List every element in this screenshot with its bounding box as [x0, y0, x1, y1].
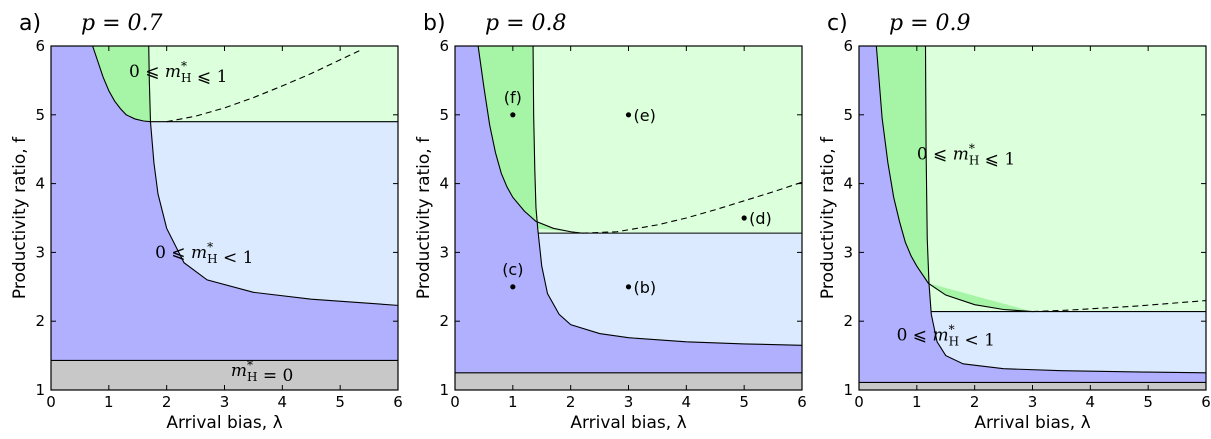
- data-point: [625, 284, 632, 290]
- x-tick-label: 1: [508, 393, 518, 411]
- y-tick-label: 5: [439, 106, 449, 124]
- panel-letter: b): [423, 11, 446, 36]
- region-light-blue: [538, 233, 802, 346]
- y-tick-label: 3: [35, 243, 45, 261]
- region-label: 0 ⩽ m* H ⩽ 1: [917, 142, 1015, 170]
- x-axis-label: Arrival bias, λ: [974, 413, 1090, 433]
- y-tick-label: 3: [843, 243, 853, 261]
- data-point: [741, 215, 747, 221]
- point-label: (e): [634, 106, 656, 125]
- point-label: (b): [634, 278, 657, 297]
- x-tick-label: 6: [393, 393, 403, 411]
- point-label: (f): [504, 88, 522, 107]
- region-light-green: [925, 46, 1206, 312]
- boundary-curve-1: [532, 46, 802, 346]
- boundary-dashed-line: [1032, 300, 1206, 313]
- y-tick-label: 2: [439, 312, 449, 330]
- boundary-curve-2: [875, 46, 1033, 313]
- x-tick-label: 2: [566, 393, 576, 411]
- region-light-green: [148, 46, 398, 122]
- x-tick-label: 0: [854, 393, 864, 411]
- region-green: [876, 46, 1033, 312]
- y-tick-label: 4: [439, 175, 449, 193]
- y-axis-label: Productivity ratio, f: [818, 136, 838, 299]
- boundary-curve-1: [924, 46, 1206, 374]
- x-tick-label: 6: [1201, 393, 1211, 411]
- region-gray: [455, 372, 802, 390]
- point-label: (d): [749, 209, 772, 228]
- panel-title: p = 0.7: [81, 11, 163, 36]
- y-tick-label: 5: [843, 106, 853, 124]
- x-tick-label: 3: [624, 393, 634, 411]
- region-green: [478, 46, 583, 234]
- x-tick-label: 1: [912, 393, 922, 411]
- panel-title: p = 0.9: [889, 11, 971, 36]
- y-axis-label: Productivity ratio, f: [414, 136, 434, 299]
- x-axis-label: Arrival bias, λ: [166, 413, 282, 433]
- region-label: 0 ⩽ m* H ⩽ 1: [129, 59, 227, 87]
- y-tick-label: 4: [35, 175, 45, 193]
- region-label: 0 ⩽ m* H < 1: [897, 322, 995, 350]
- region-light-blue: [150, 121, 398, 306]
- x-tick-label: 1: [104, 393, 114, 411]
- panel-letter: a): [19, 11, 41, 36]
- x-tick-label: 3: [1028, 393, 1038, 411]
- panel-letter: c): [827, 11, 848, 36]
- y-tick-label: 6: [843, 37, 853, 55]
- x-tick-label: 4: [278, 393, 288, 411]
- x-axis-label: Arrival bias, λ: [570, 413, 686, 433]
- y-tick-label: 2: [843, 312, 853, 330]
- y-tick-label: 5: [35, 106, 45, 124]
- x-tick-label: 0: [450, 393, 460, 411]
- data-point: [510, 112, 516, 118]
- point-label: (c): [502, 260, 523, 279]
- x-tick-label: 6: [797, 393, 807, 411]
- y-tick-label: 4: [843, 175, 853, 193]
- y-tick-label: 3: [439, 243, 449, 261]
- x-tick-label: 5: [335, 393, 345, 411]
- x-tick-label: 2: [970, 393, 980, 411]
- region-green: [92, 46, 151, 122]
- region-light-green: [533, 46, 802, 234]
- x-tick-label: 4: [682, 393, 692, 411]
- region-label: m* H = 0: [231, 358, 293, 386]
- x-tick-label: 5: [1143, 393, 1153, 411]
- data-point: [510, 284, 516, 290]
- data-point: [625, 112, 632, 118]
- y-tick-label: 1: [439, 381, 449, 399]
- region-label: 0 ⩽ m* H < 1: [155, 240, 253, 268]
- y-axis-label: Productivity ratio, f: [10, 136, 30, 299]
- boundary-curve-2: [477, 46, 583, 234]
- x-tick-label: 2: [162, 393, 172, 411]
- x-tick-label: 4: [1086, 393, 1096, 411]
- y-tick-label: 2: [35, 312, 45, 330]
- plot-area: [859, 46, 1206, 390]
- x-tick-label: 0: [46, 393, 56, 411]
- region-light-blue: [931, 311, 1206, 373]
- boundary-dashed-line: [166, 48, 363, 123]
- boundary-curve-1: [148, 46, 398, 306]
- boundary-dashed-line: [582, 181, 802, 234]
- y-tick-label: 1: [35, 381, 45, 399]
- boundary-curve-2: [92, 46, 151, 123]
- x-tick-label: 5: [739, 393, 749, 411]
- panel-title: p = 0.8: [485, 11, 567, 36]
- y-tick-label: 6: [35, 37, 45, 55]
- y-tick-label: 6: [439, 37, 449, 55]
- y-tick-label: 1: [843, 381, 853, 399]
- x-tick-label: 3: [220, 393, 230, 411]
- plot-area: [51, 46, 398, 390]
